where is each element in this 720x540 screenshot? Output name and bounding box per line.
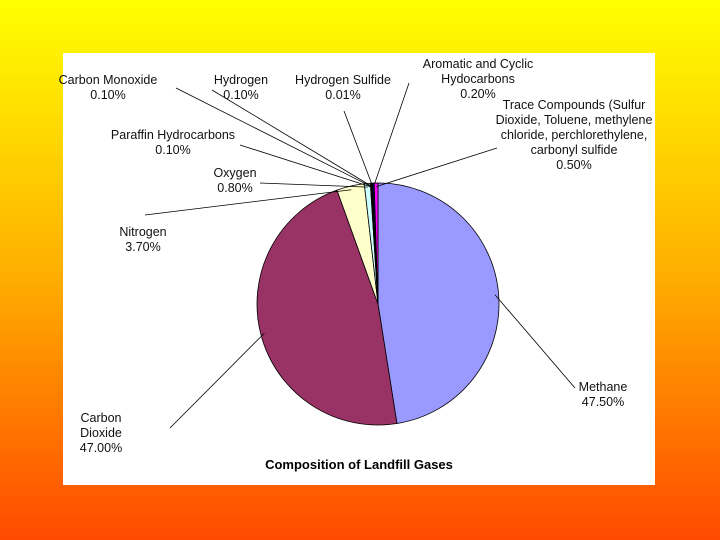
chart-panel: Composition of Landfill Gases Methane 47.… [59,53,655,485]
slice-label: Aromatic and Cyclic Hydocarbons 0.20% [403,57,553,102]
value-label: 0.80% [217,181,253,195]
category-label: Hydrogen Sulfide [295,73,391,87]
value-label: 3.70% [125,240,161,254]
pie-slice [373,182,379,305]
slice-label: Paraffin Hydrocarbons 0.10% [93,128,253,158]
slice-label: Hydrogen Sulfide 0.01% [283,73,403,103]
leader-line [239,144,372,188]
leader-line [211,89,373,188]
chart-title: Composition of Landfill Gases [265,457,453,472]
leader-line [259,182,368,188]
value-label: 0.01% [325,88,361,102]
category-label: Paraffin Hydrocarbons [110,128,236,142]
value-label: 0.50% [556,158,592,172]
value-label: 0.10% [155,143,191,157]
leader-line [175,87,372,188]
slice-label: Carbon Monoxide 0.10% [43,73,173,103]
slice-label: Oxygen 0.80% [195,166,275,196]
category-label: Methane [578,380,628,394]
leader-line [494,294,576,389]
category-label: Trace Compounds (Sulfur Dioxide, Toluene… [495,98,653,157]
leader-line [343,110,374,187]
slice-label: Methane 47.50% [563,380,643,410]
value-label: 0.10% [90,88,126,102]
category-label: Nitrogen [119,225,167,239]
slice-label: Trace Compounds (Sulfur Dioxide, Toluene… [489,98,659,173]
leader-line [144,189,352,216]
category-label: Carbon Dioxide [80,411,122,440]
pie-slice [377,182,500,424]
value-label: 47.00% [79,441,123,455]
slice-label: Hydrogen 0.10% [201,73,281,103]
slice-label: Carbon Dioxide 47.00% [61,411,141,456]
category-label: Aromatic and Cyclic Hydocarbons [422,57,534,86]
chart [144,82,576,429]
category-label: Hydrogen [213,73,269,87]
pie-slice [256,189,398,426]
value-label: 47.50% [581,395,625,409]
category-label: Carbon Monoxide [58,73,158,87]
leader-line [373,82,410,187]
value-label: 0.10% [223,88,259,102]
leader-line [169,332,265,429]
leader-line [376,147,498,188]
slice-label: Nitrogen 3.70% [103,225,183,255]
value-label: 0.20% [460,87,496,101]
category-label: Oxygen [213,166,257,180]
